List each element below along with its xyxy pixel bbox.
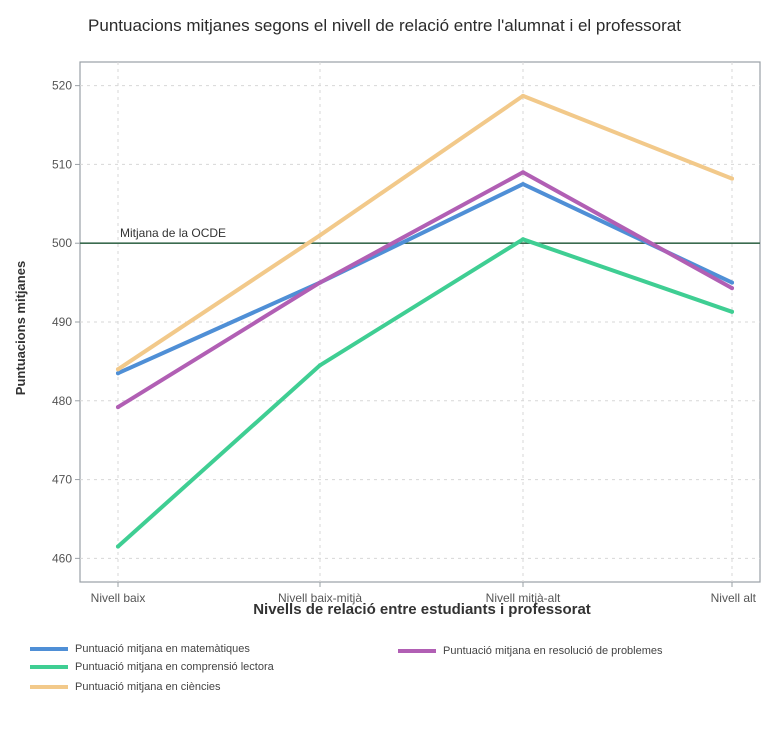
x-tick-label: Nivell mitjà-alt bbox=[486, 591, 561, 605]
data-point bbox=[116, 544, 120, 549]
data-point bbox=[116, 371, 120, 376]
y-tick-label: 490 bbox=[52, 315, 72, 329]
oecd-mean-label: Mitjana de la OCDE bbox=[120, 226, 226, 240]
data-point bbox=[730, 280, 734, 285]
y-axis-title: Puntuacions mitjanes bbox=[13, 261, 28, 395]
series-line-2 bbox=[116, 93, 734, 372]
y-tick-label: 470 bbox=[52, 473, 72, 487]
series-line-1 bbox=[116, 237, 734, 549]
line-chart: 460 470 480 490 500 510 520 Nivell baix Nivell b… bbox=[13, 61, 761, 618]
legend-item: Puntuació mitjana en matemàtiques bbox=[30, 642, 250, 656]
y-tick-label: 520 bbox=[52, 79, 72, 93]
legend-label: Puntuació mitjana en ciències bbox=[75, 681, 221, 693]
legend-swatch bbox=[30, 685, 68, 689]
data-point bbox=[730, 286, 734, 291]
series-line-3 bbox=[116, 170, 734, 410]
data-point bbox=[116, 405, 120, 410]
plot-frame bbox=[79, 61, 761, 583]
x-tick-label: Nivell baix-mitjà bbox=[278, 591, 362, 605]
legend-label: Puntuació mitjana en comprensió lectora bbox=[75, 661, 274, 673]
data-point bbox=[318, 233, 322, 238]
y-tick-label: 460 bbox=[52, 551, 72, 565]
x-axis-title: Nivells de relació entre estudiants i pr… bbox=[253, 601, 591, 618]
chart-legend: Puntuació mitjana en matemàtiques Puntuac… bbox=[30, 642, 750, 732]
y-tick-label: 480 bbox=[52, 394, 72, 408]
data-point bbox=[730, 309, 734, 314]
x-tick-label: Nivell baix bbox=[91, 591, 146, 605]
x-tick-label: Nivell alt bbox=[711, 591, 757, 605]
legend-item: Puntuació mitjana en ciències bbox=[30, 680, 221, 694]
data-point bbox=[730, 176, 734, 181]
data-point bbox=[116, 367, 120, 372]
data-point bbox=[521, 182, 525, 187]
y-tick-label: 510 bbox=[52, 157, 72, 171]
data-point bbox=[521, 93, 525, 98]
plot-area: 460 470 480 490 500 510 520 Nivell baix Nivell b… bbox=[52, 61, 761, 605]
data-point bbox=[318, 280, 322, 285]
chart-title: Puntuacions mitjanes segons el nivell de… bbox=[88, 16, 681, 35]
y-tick-label: 500 bbox=[52, 236, 72, 250]
legend-item: Puntuació mitjana en comprensió lectora bbox=[30, 660, 274, 674]
legend-label: Puntuació mitjana en matemàtiques bbox=[75, 643, 250, 655]
legend-swatch bbox=[30, 665, 68, 669]
legend-swatch bbox=[398, 649, 436, 653]
data-point bbox=[521, 170, 525, 175]
series-line-0 bbox=[116, 182, 734, 376]
data-point bbox=[318, 363, 322, 368]
legend-swatch bbox=[30, 647, 68, 651]
legend-item: Puntuació mitjana en resolució de proble… bbox=[398, 644, 728, 658]
data-point bbox=[521, 237, 525, 242]
legend-label: Puntuació mitjana en resolució de proble… bbox=[443, 645, 663, 657]
